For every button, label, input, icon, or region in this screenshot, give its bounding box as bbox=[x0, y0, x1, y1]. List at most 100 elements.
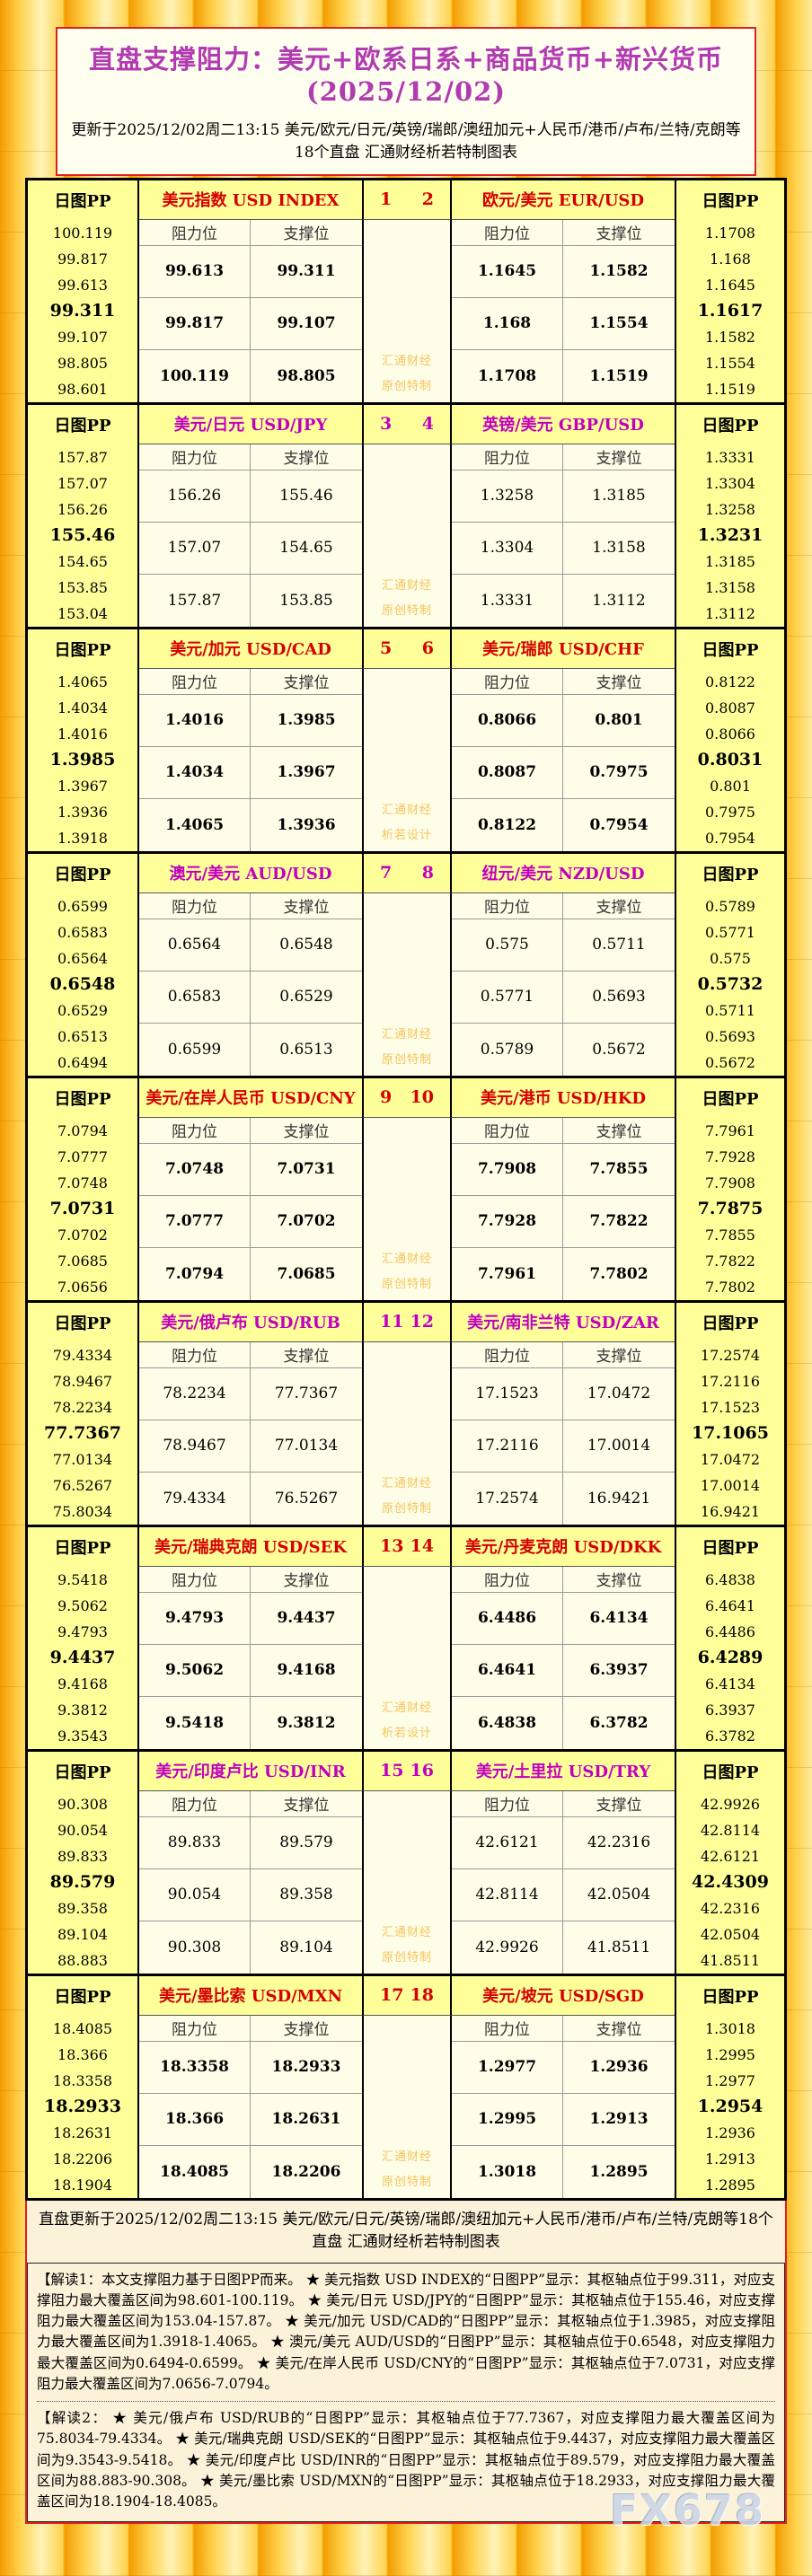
support-label: 支撑位 bbox=[251, 2015, 362, 2042]
pp-value: 0.6564 bbox=[28, 945, 139, 971]
block-numbers: 9 10 bbox=[362, 1077, 452, 1118]
pair-header-left: 美元/俄卢布 USD/RUB bbox=[139, 1302, 362, 1342]
center-watermark-cell: 汇通财经 原创特制 bbox=[362, 444, 452, 627]
support-label: 支撑位 bbox=[251, 444, 362, 470]
pp-header-right: 日图PP bbox=[675, 404, 784, 444]
resistance-label: 阻力位 bbox=[452, 1790, 563, 1817]
resistance-value: 0.6599 bbox=[139, 1023, 251, 1076]
resistance-value: 7.0777 bbox=[139, 1195, 251, 1248]
pp-value: 98.805 bbox=[28, 349, 139, 376]
pp-header-left: 日图PP bbox=[28, 1526, 139, 1567]
center-watermark-cell: 汇通财经 析若设计 bbox=[362, 1566, 452, 1749]
support-value: 7.7822 bbox=[563, 1195, 675, 1248]
pp-value: 7.0777 bbox=[28, 1143, 139, 1170]
pair-header-right: 欧元/美元 EUR/USD bbox=[452, 180, 675, 220]
pp-value: 0.6599 bbox=[28, 892, 139, 919]
bottom-section: 直盘更新于2025/12/02周二13:15 美元/欧元/日元/英镑/瑞郎/澳纽… bbox=[25, 2200, 787, 2525]
support-label: 支撑位 bbox=[251, 668, 362, 695]
pp-value: 18.1904 bbox=[28, 2171, 139, 2198]
pp-header-right: 日图PP bbox=[675, 180, 784, 220]
resistance-value: 1.4034 bbox=[139, 746, 251, 799]
pp-value: 18.3358 bbox=[28, 2067, 139, 2094]
pp-value: 0.6548 bbox=[28, 971, 139, 998]
support-value: 17.0472 bbox=[563, 1367, 675, 1420]
block-number: 11 bbox=[380, 1312, 404, 1332]
pp-value: 42.8114 bbox=[675, 1816, 784, 1843]
pp-value: 7.0685 bbox=[28, 1247, 139, 1274]
currency-block: 日图PP 美元/在岸人民币 USD/CNY 9 10 美元/港币 USD/HKD 日图PP… bbox=[28, 1077, 784, 1303]
pp-value: 1.3158 bbox=[675, 574, 784, 601]
resistance-value: 1.3331 bbox=[452, 574, 563, 627]
pp-value: 9.5418 bbox=[28, 1566, 139, 1593]
resistance-value: 7.0748 bbox=[139, 1143, 251, 1196]
resistance-label: 阻力位 bbox=[452, 444, 563, 470]
watermark-line-2: 析若设计 bbox=[381, 828, 432, 842]
resistance-value: 90.054 bbox=[139, 1868, 251, 1921]
pp-value: 1.3231 bbox=[675, 522, 784, 549]
pp-value: 1.3112 bbox=[675, 600, 784, 627]
pp-value: 18.2933 bbox=[28, 2093, 139, 2120]
pp-value: 155.46 bbox=[28, 522, 139, 549]
pp-value: 6.4838 bbox=[675, 1566, 784, 1593]
support-label: 支撑位 bbox=[563, 668, 675, 695]
support-value: 154.65 bbox=[251, 522, 362, 575]
pair-header-left: 美元/印度卢比 USD/INR bbox=[139, 1751, 362, 1791]
pp-value: 153.85 bbox=[28, 574, 139, 601]
pp-header-left: 日图PP bbox=[28, 629, 139, 669]
pp-value: 6.4486 bbox=[675, 1618, 784, 1645]
pp-value: 1.3258 bbox=[675, 496, 784, 523]
support-value: 6.3782 bbox=[563, 1696, 675, 1749]
pp-value: 1.2995 bbox=[675, 2041, 784, 2068]
pp-header-right: 日图PP bbox=[675, 1526, 784, 1567]
pp-value: 0.8066 bbox=[675, 720, 784, 747]
resistance-value: 1.4065 bbox=[139, 798, 251, 851]
pair-header-right: 美元/土里拉 USD/TRY bbox=[452, 1751, 675, 1791]
pp-value: 156.26 bbox=[28, 496, 139, 523]
pp-value: 0.5711 bbox=[675, 997, 784, 1024]
analysis-divider bbox=[37, 2401, 775, 2402]
pp-value: 0.5672 bbox=[675, 1049, 784, 1076]
resistance-value: 89.833 bbox=[139, 1816, 251, 1869]
support-label: 支撑位 bbox=[251, 1117, 362, 1144]
support-value: 0.801 bbox=[563, 694, 675, 747]
pp-value: 18.4085 bbox=[28, 2015, 139, 2042]
pp-header-left: 日图PP bbox=[28, 853, 139, 893]
pp-value: 100.119 bbox=[28, 219, 139, 246]
resistance-label: 阻力位 bbox=[139, 219, 251, 246]
block-number: 12 bbox=[410, 1312, 434, 1332]
analysis-box: 【解读1：本文支撑阻力基于日图PP而来。 ★ 美元指数 USD INDEX的“日… bbox=[27, 2262, 785, 2523]
currency-block: 日图PP 美元/加元 USD/CAD 5 6 美元/瑞郎 USD/CHF 日图PP 1.40… bbox=[28, 629, 784, 854]
support-value: 0.5711 bbox=[563, 919, 675, 971]
pp-value: 9.3812 bbox=[28, 1696, 139, 1723]
resistance-value: 1.2995 bbox=[452, 2093, 563, 2146]
resistance-value: 0.5771 bbox=[452, 971, 563, 1024]
resistance-label: 阻力位 bbox=[452, 892, 563, 919]
pp-header-left: 日图PP bbox=[28, 180, 139, 220]
pp-value: 1.4016 bbox=[28, 720, 139, 747]
watermark-line-1: 汇通财经 bbox=[381, 803, 432, 817]
support-label: 支撑位 bbox=[563, 219, 675, 246]
resistance-value: 157.87 bbox=[139, 574, 251, 627]
support-value: 77.7367 bbox=[251, 1367, 362, 1420]
support-label: 支撑位 bbox=[563, 892, 675, 919]
watermark-line-2: 原创特制 bbox=[381, 1277, 432, 1291]
support-value: 98.805 bbox=[251, 349, 362, 402]
support-value: 7.7802 bbox=[563, 1247, 675, 1300]
center-watermark-cell: 汇通财经 原创特制 bbox=[362, 1341, 452, 1525]
resistance-value: 0.6564 bbox=[139, 919, 251, 971]
watermark-line-2: 析若设计 bbox=[381, 1726, 432, 1740]
pp-value: 7.7875 bbox=[675, 1195, 784, 1222]
pp-value: 99.311 bbox=[28, 297, 139, 324]
resistance-value: 1.2977 bbox=[452, 2041, 563, 2094]
pp-value: 42.2316 bbox=[675, 1895, 784, 1921]
pp-value: 6.4289 bbox=[675, 1644, 784, 1671]
pp-value: 157.07 bbox=[28, 470, 139, 497]
pp-value: 1.2913 bbox=[675, 2145, 784, 2172]
block-number: 5 bbox=[380, 638, 393, 658]
block-number: 8 bbox=[421, 863, 434, 883]
pp-value: 1.1708 bbox=[675, 219, 784, 246]
block-numbers: 11 12 bbox=[362, 1302, 452, 1342]
